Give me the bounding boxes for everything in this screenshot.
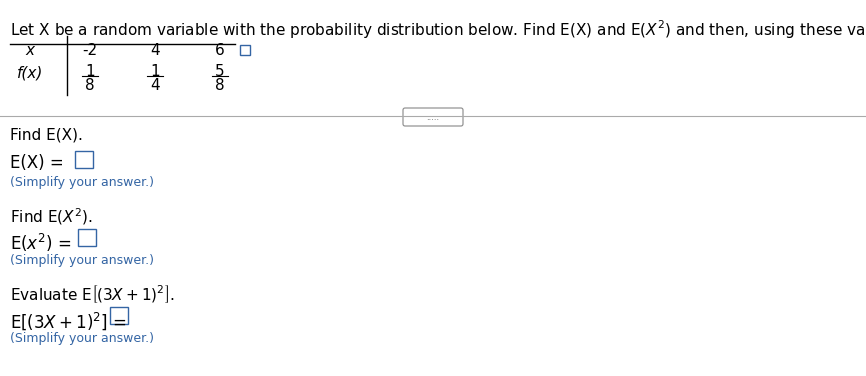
Text: 8: 8 (215, 78, 225, 93)
FancyBboxPatch shape (403, 108, 463, 126)
Text: .....: ..... (426, 112, 440, 121)
Text: f(x): f(x) (16, 66, 43, 81)
Text: (Simplify your answer.): (Simplify your answer.) (10, 332, 154, 345)
Text: 6: 6 (215, 43, 225, 58)
Text: (Simplify your answer.): (Simplify your answer.) (10, 176, 154, 189)
Text: E(X) =: E(X) = (10, 154, 69, 172)
Text: Evaluate E$\left[(3X+1)^2\right]$.: Evaluate E$\left[(3X+1)^2\right]$. (10, 284, 175, 305)
Text: Find E$(X^2)$.: Find E$(X^2)$. (10, 206, 93, 227)
Text: (Simplify your answer.): (Simplify your answer.) (10, 254, 154, 267)
Text: 1: 1 (85, 64, 94, 79)
FancyBboxPatch shape (75, 151, 93, 168)
Text: 8: 8 (85, 78, 94, 93)
FancyBboxPatch shape (78, 229, 96, 246)
Text: 4: 4 (150, 78, 160, 93)
Text: 5: 5 (215, 64, 225, 79)
Text: 4: 4 (150, 43, 160, 58)
Text: -2: -2 (82, 43, 98, 58)
Text: x: x (25, 43, 35, 58)
FancyBboxPatch shape (240, 45, 250, 55)
Text: E$\left[(3X+1)^2\right]$ =: E$\left[(3X+1)^2\right]$ = (10, 310, 128, 332)
Text: Find E(X).: Find E(X). (10, 128, 83, 143)
Text: E$(x^2)$ =: E$(x^2)$ = (10, 232, 74, 254)
Text: 1: 1 (150, 64, 160, 79)
Text: Let X be a random variable with the probability distribution below. Find E(X) an: Let X be a random variable with the prob… (10, 18, 866, 40)
FancyBboxPatch shape (110, 307, 128, 324)
